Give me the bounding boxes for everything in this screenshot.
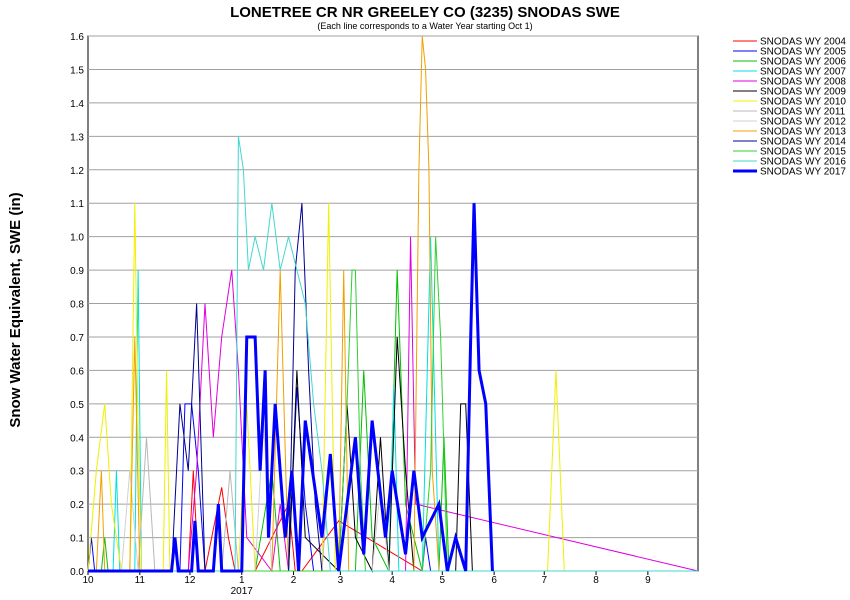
x-year-label: 2017 [231,586,254,597]
x-tick-label: 6 [491,575,497,586]
y-tick-label: 0.3 [70,467,84,478]
x-tick-label: 5 [440,575,446,586]
legend-label: SNODAS WY 2009 [760,87,846,98]
legend-label: SNODAS WY 2013 [760,127,846,138]
y-tick-label: 1.3 [70,132,84,143]
y-tick-label: 1.5 [70,65,84,76]
y-tick-label: 1.1 [70,199,84,210]
y-tick-label: 0.1 [70,534,84,545]
x-tick-label: 10 [82,575,94,586]
legend-label: SNODAS WY 2015 [760,147,846,158]
legend-label: SNODAS WY 2016 [760,157,846,168]
x-tick-label: 3 [338,575,344,586]
legend-label: SNODAS WY 2006 [760,57,846,68]
x-tick-label: 9 [645,575,651,586]
x-tick-label: 2 [291,575,297,586]
y-tick-label: 0.5 [70,400,84,411]
x-tick-label: 8 [593,575,599,586]
x-tick-label: 1 [239,575,245,586]
x-tick-label: 12 [184,575,196,586]
y-tick-label: 0.0 [70,567,84,578]
y-tick-label: 0.4 [70,433,84,444]
series-line [88,236,699,573]
y-tick-label: 0.7 [70,333,84,344]
legend-label: SNODAS WY 2014 [760,137,846,148]
legend-label: SNODAS WY 2007 [760,67,846,78]
series-line [88,136,698,572]
series-line [87,203,698,572]
chart-title: LONETREE CR NR GREELEY CO (3235) SNODAS … [230,4,620,21]
x-tick-label: 11 [135,575,146,586]
legend-label: SNODAS WY 2011 [760,107,846,118]
x-tick-label: 4 [389,575,395,586]
legend-label: SNODAS WY 2012 [760,117,846,128]
y-axis-label: Snow Water Equivalent, SWE (in) [7,192,24,427]
y-tick-label: 0.8 [70,300,84,311]
series-line [88,203,698,572]
y-tick-label: 0.9 [70,266,84,277]
y-tick-label: 1.6 [70,32,84,43]
y-tick-label: 1.4 [70,99,84,110]
legend-label: SNODAS WY 2005 [760,47,846,58]
chart-subtitle: (Each line corresponds to a Water Year s… [317,21,532,31]
y-tick-label: 0.2 [70,500,84,511]
x-tick-label: 7 [541,575,547,586]
y-tick-label: 1.2 [70,166,84,177]
legend-label: SNODAS WY 2008 [760,77,846,88]
legend-label: SNODAS WY 2017 [760,167,846,178]
y-tick-label: 1.0 [70,233,84,244]
legend-label: SNODAS WY 2004 [760,37,846,48]
series-line [88,336,698,573]
series-line [88,203,494,573]
series-line [88,470,698,572]
legend-label: SNODAS WY 2010 [760,97,846,108]
y-tick-label: 0.6 [70,366,84,377]
